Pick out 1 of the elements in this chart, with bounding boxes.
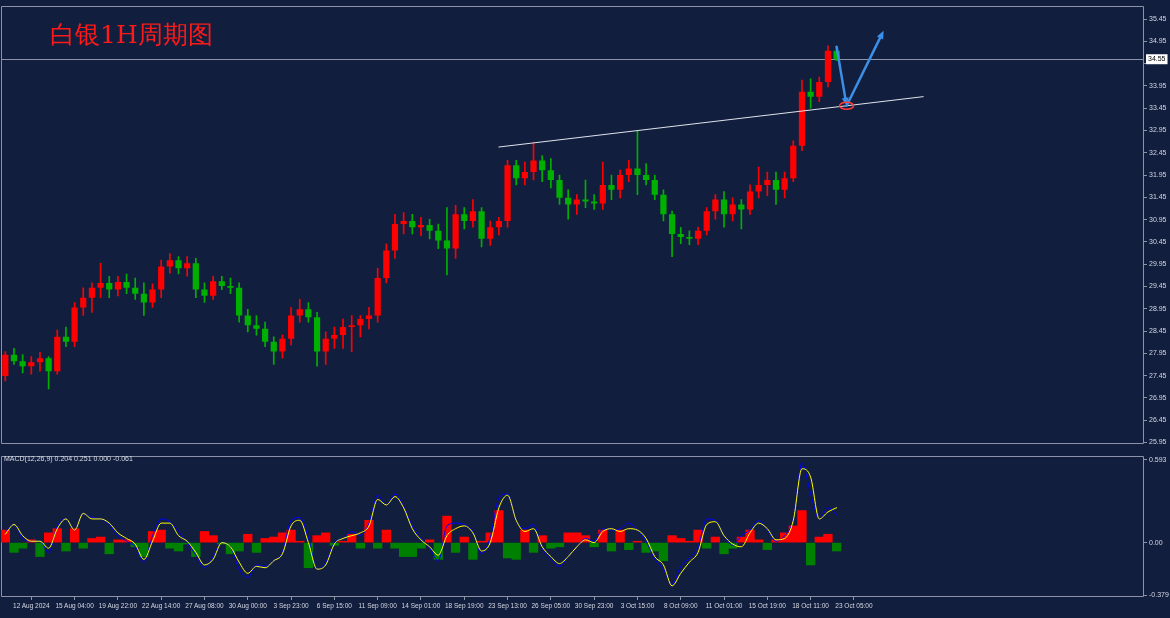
text: 白银1H周期图 [50,20,213,49]
